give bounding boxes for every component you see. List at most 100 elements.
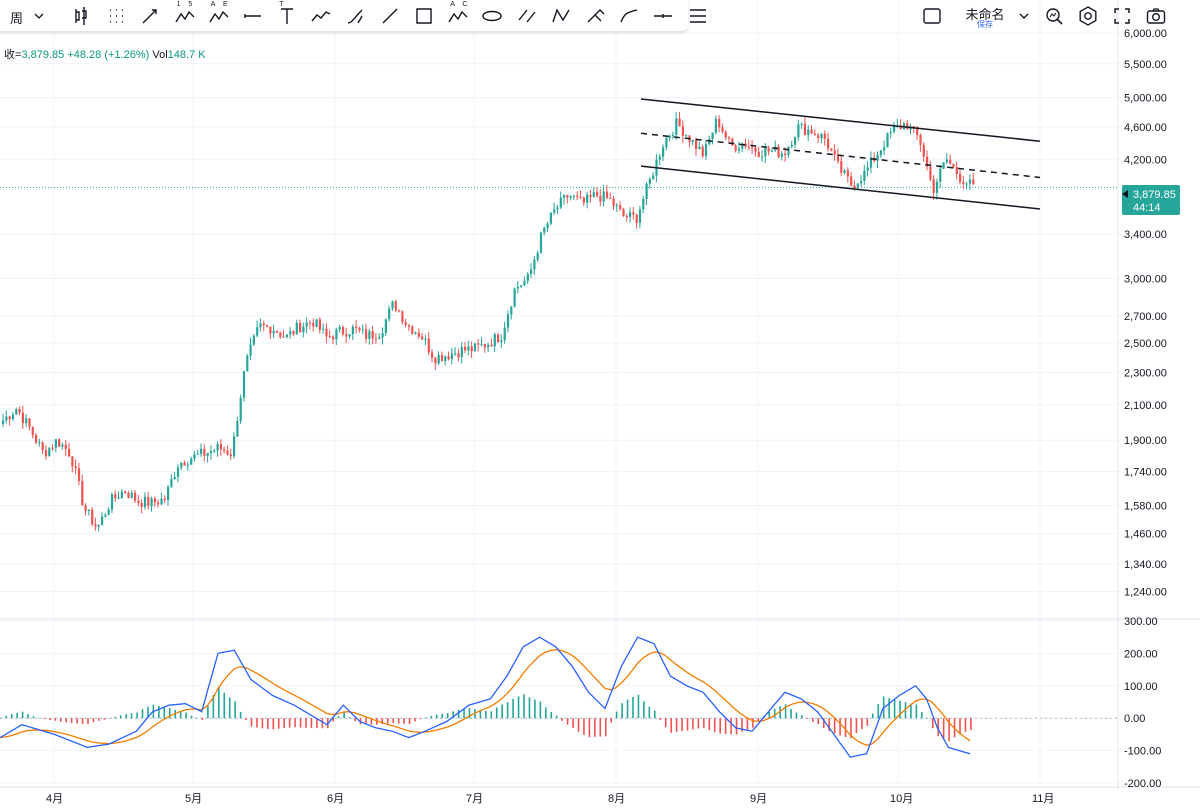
save-button[interactable]: 保存	[977, 20, 993, 29]
channel-lower-line	[640, 165, 1041, 210]
abcd-pattern-icon[interactable]	[446, 4, 470, 28]
candle-body	[176, 467, 180, 477]
candle-body	[183, 462, 186, 466]
histogram-bar	[659, 718, 662, 720]
xabcd-icon[interactable]	[549, 4, 573, 28]
candle-body	[965, 183, 968, 185]
horizontal-ray-icon[interactable]	[241, 4, 265, 28]
price-tick-label: 2,100.00	[1124, 400, 1167, 412]
candle-body	[952, 163, 955, 168]
histogram-bar	[861, 718, 863, 730]
histogram-bar	[299, 718, 302, 728]
parallel-channel-drawing[interactable]	[640, 98, 1041, 210]
candle-body	[44, 450, 48, 457]
price-tick-label: 3,000.00	[1124, 273, 1167, 285]
candle-body	[777, 146, 780, 157]
candle-body	[922, 144, 925, 157]
candle-body	[523, 280, 526, 286]
candle-body	[325, 328, 328, 337]
close-value: 3,879.85	[21, 49, 65, 61]
layout-square-icon[interactable]	[920, 4, 944, 28]
histogram-bar	[283, 718, 285, 729]
candle-body	[879, 150, 882, 155]
histogram-bar	[5, 715, 8, 719]
elliott-15-icon[interactable]	[173, 4, 197, 28]
abcd-pattern-label: A C	[450, 1, 471, 8]
trend-line-icon[interactable]	[378, 4, 402, 28]
candle-body	[2, 420, 5, 424]
candle-body	[615, 205, 618, 207]
candle-body	[635, 214, 638, 223]
candle-body	[596, 192, 599, 196]
rectangle-icon[interactable]	[412, 4, 436, 28]
candle-body	[576, 195, 579, 197]
histogram-bar	[931, 718, 934, 729]
candle-body	[959, 174, 962, 182]
candle-body	[473, 343, 477, 352]
histogram-bar	[87, 718, 89, 725]
histogram-bar	[664, 718, 667, 728]
candle-body	[223, 449, 226, 451]
volume-label: Vol	[152, 49, 168, 61]
candle-body	[54, 439, 57, 448]
time-axis[interactable]: 4月 5月 6月 7月 8月 9月 10月 11月	[46, 793, 1054, 805]
candle-body	[751, 146, 754, 148]
parallel-channel-icon[interactable]	[515, 4, 539, 28]
arrow-line-icon[interactable]	[138, 4, 162, 28]
elliott-ae-icon[interactable]	[207, 4, 231, 28]
histogram-bar	[277, 718, 280, 729]
layout-name[interactable]: 未命名	[965, 7, 1005, 22]
histogram-bar	[125, 714, 127, 719]
chevron-down-icon[interactable]	[1012, 4, 1036, 28]
candle-body	[780, 153, 783, 157]
path-icon[interactable]	[309, 4, 333, 28]
fullscreen-icon[interactable]	[1110, 4, 1134, 28]
text-tool-icon[interactable]	[275, 4, 299, 28]
histogram-bar	[38, 717, 40, 719]
camera-icon[interactable]	[1144, 4, 1168, 28]
brush-icon[interactable]	[344, 4, 368, 28]
horizontal-line-icon[interactable]	[651, 4, 675, 28]
candle-body	[642, 198, 645, 210]
candle-body	[134, 492, 137, 501]
candle-body	[315, 319, 318, 327]
histogram-bar	[643, 701, 645, 719]
candle-body	[338, 327, 341, 330]
interval-selector[interactable]: 周	[10, 11, 24, 26]
grid-dots-icon[interactable]	[104, 4, 128, 28]
histogram-bar	[272, 718, 275, 730]
chevron-down-icon[interactable]	[34, 11, 44, 21]
candle-body	[450, 353, 453, 360]
candle-body	[15, 409, 18, 415]
candle-body	[180, 462, 183, 468]
time-tick-label: 4月	[46, 793, 63, 805]
histogram-bar	[501, 704, 503, 719]
menu-icon[interactable]	[686, 4, 710, 28]
search-indicator-icon[interactable]	[1042, 4, 1066, 28]
histogram-bar	[98, 718, 100, 721]
candle-body	[424, 338, 427, 340]
candle-body	[563, 195, 566, 198]
histogram-bar	[419, 718, 422, 720]
ellipse-icon[interactable]	[480, 4, 504, 28]
histogram-bar	[746, 718, 749, 730]
candle-body	[437, 354, 440, 364]
candle-body	[18, 409, 21, 413]
candle-body	[351, 326, 354, 335]
candle-body	[84, 505, 87, 511]
candle-body	[942, 162, 945, 169]
candlestick-icon[interactable]	[70, 4, 94, 28]
price-tick-label: 1,580.00	[1124, 501, 1167, 513]
histogram-bar	[523, 694, 525, 719]
settings-gear-icon[interactable]	[1076, 4, 1100, 28]
eraser-icon[interactable]	[583, 4, 607, 28]
histogram-bar	[223, 692, 226, 719]
histogram-bar	[675, 718, 678, 732]
candle-body	[556, 207, 559, 210]
curve-icon[interactable]	[617, 4, 641, 28]
candle-body	[38, 442, 41, 444]
histogram-bar	[158, 706, 160, 719]
candle-body	[341, 327, 345, 335]
